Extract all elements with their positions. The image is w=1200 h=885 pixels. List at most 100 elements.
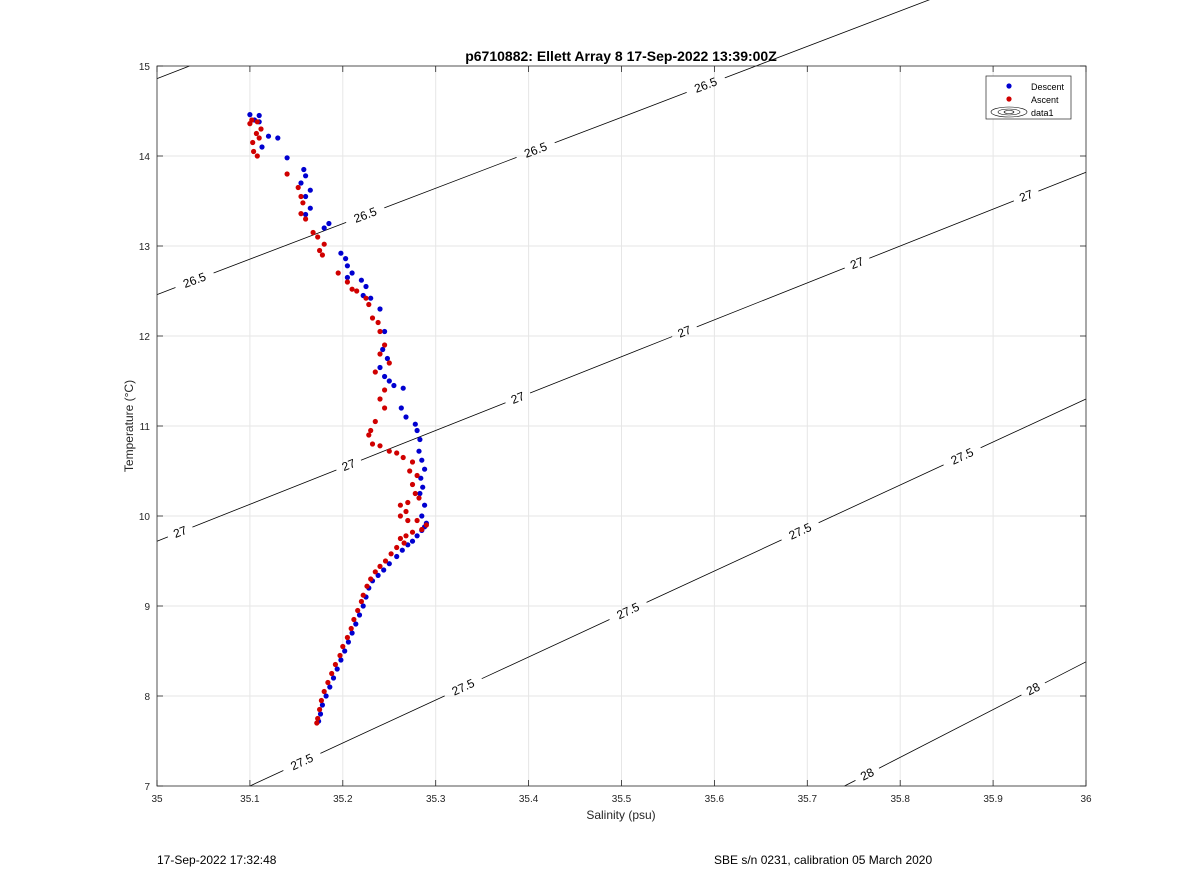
legend-contour-icon: [990, 106, 1028, 118]
contour-line-26.5: [213, 222, 347, 274]
ascent-point: [355, 607, 361, 614]
contour-line-27.5: [980, 398, 1087, 449]
ascent-point: [423, 522, 429, 528]
ascent-point: [368, 576, 374, 582]
ascent-point: [332, 661, 338, 668]
ascent-point: [400, 454, 406, 461]
ascent-point: [419, 526, 425, 533]
ascent-point: [401, 540, 407, 546]
contour-line-27.5: [249, 770, 284, 787]
contour-line-26.5: [384, 156, 517, 209]
descent-point: [382, 373, 388, 380]
descent-point: [416, 448, 422, 454]
ascent-point: [351, 616, 357, 623]
contour-line-26.5: [156, 287, 176, 295]
y-axis-label: Temperature (°C): [122, 380, 136, 472]
descent-point: [303, 173, 309, 179]
descent-point: [375, 572, 381, 579]
descent-point: [338, 250, 344, 256]
ascent-point: [394, 544, 400, 551]
descent-point: [353, 621, 359, 627]
legend-ascent-marker: [1006, 96, 1012, 102]
descent-point: [321, 225, 327, 231]
descent-point: [303, 211, 309, 218]
descent-point: [386, 561, 392, 567]
x-tick-label: 35.4: [519, 794, 539, 805]
descent-point: [394, 553, 400, 560]
descent-point: [356, 612, 363, 618]
ascent-point: [344, 634, 350, 641]
contour-line-27: [869, 200, 1015, 259]
descent-point: [419, 513, 425, 519]
descent-point: [307, 205, 313, 211]
ascent-point: [250, 139, 256, 146]
ascent-point: [382, 405, 388, 411]
ascent-point: [372, 369, 378, 375]
ascent-point: [349, 286, 355, 292]
ascent-point: [366, 432, 372, 438]
contour-label: 28: [858, 765, 877, 784]
descent-point: [323, 693, 329, 699]
ascent-point: [337, 652, 343, 659]
ascent-point: [397, 513, 403, 519]
x-tick-label: 35.8: [890, 794, 910, 805]
ascent-point: [363, 295, 369, 301]
descent-point: [417, 436, 423, 443]
y-tick-label: 9: [144, 602, 150, 613]
descent-point: [265, 133, 272, 139]
descent-point: [422, 466, 428, 472]
contour-line-27: [696, 267, 845, 328]
grid: [157, 66, 1086, 786]
legend-ascent-label: Ascent: [1031, 95, 1059, 105]
descent-point: [327, 684, 333, 690]
chart-title: p6710882: Ellett Array 8 17-Sep-2022 13:…: [465, 48, 777, 64]
ascent-point: [403, 508, 409, 515]
y-tick-label: 7: [144, 782, 150, 793]
descent-point: [377, 364, 383, 371]
descent-point: [275, 135, 281, 141]
ascent-point: [295, 184, 301, 191]
descent-point: [319, 702, 325, 708]
y-tick-label: 10: [139, 512, 151, 523]
descent-point: [420, 484, 426, 490]
descent-point: [330, 675, 337, 681]
ascent-point: [414, 472, 420, 479]
ascent-point: [254, 119, 260, 125]
axis-ticks: 35 35.1 35.2 35.3 35.4 35.5 35.6 35.7 35.8 35.9 36…: [139, 62, 1092, 805]
y-tick-label: 8: [144, 692, 150, 703]
x-axis-label: Salinity (psu): [586, 808, 655, 822]
ascent-point: [317, 247, 323, 254]
descent-point: [303, 193, 309, 200]
ascent-point: [368, 427, 374, 434]
x-tick-label: 35.2: [333, 794, 353, 805]
descent-point: [349, 270, 355, 276]
contour-label: 27: [1017, 187, 1035, 205]
ascent-point: [364, 583, 370, 589]
ascent-point: [388, 551, 394, 557]
ascent-point: [247, 121, 253, 127]
ascent-point: [340, 643, 346, 650]
descent-point: [338, 657, 344, 663]
ascent-point: [329, 670, 335, 677]
ascent-point: [372, 418, 378, 425]
descent-point: [334, 666, 340, 672]
ascent-point: [354, 288, 360, 294]
ascent-point: [315, 234, 321, 240]
ascent-point: [369, 441, 376, 447]
ascent-point: [310, 229, 316, 236]
ascent-point: [377, 351, 383, 357]
descent-point: [384, 355, 390, 362]
contour-line-27: [529, 336, 673, 394]
contour-line-27.5: [818, 464, 944, 524]
descent-point: [414, 533, 420, 539]
contour-label: 27: [676, 323, 694, 341]
x-tick-label: 35.1: [240, 794, 260, 805]
y-tick-label: 14: [139, 152, 151, 163]
descent-point: [317, 711, 324, 717]
ascent-point: [314, 720, 320, 726]
contour-line-27: [1038, 171, 1087, 192]
ascent-point: [303, 216, 309, 222]
x-tick-label: 36: [1080, 794, 1092, 805]
ascent-point: [335, 270, 341, 276]
contour-line-26.5: [156, 65, 190, 79]
